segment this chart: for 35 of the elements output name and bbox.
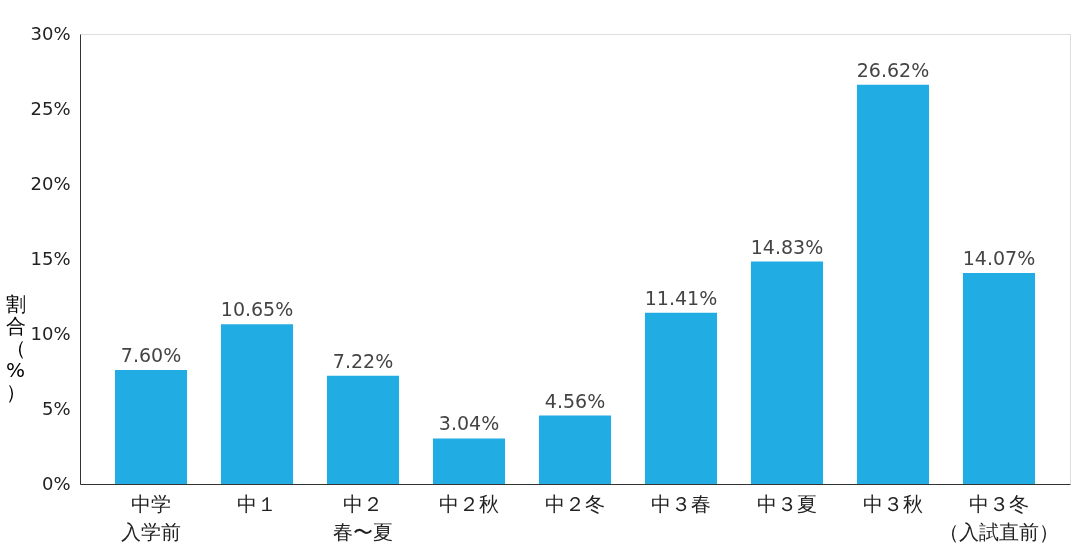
x-tick-label: 中１ bbox=[237, 491, 278, 516]
y-tick-label: 25% bbox=[30, 97, 71, 119]
x-tick-label: 中３春 bbox=[651, 491, 711, 516]
bar bbox=[114, 370, 188, 484]
x-tick-label: 中３冬（入試直前） bbox=[938, 491, 1059, 544]
data-label: 3.04% bbox=[438, 412, 500, 435]
bar bbox=[962, 272, 1036, 484]
x-tick-label: 中３夏 bbox=[756, 491, 817, 516]
x-tick-label: 中２秋 bbox=[439, 491, 499, 516]
y-tick-label: 15% bbox=[30, 247, 71, 269]
data-label: 10.65% bbox=[220, 298, 294, 321]
bar bbox=[856, 84, 930, 484]
data-label: 14.83% bbox=[750, 235, 824, 258]
bar bbox=[432, 438, 506, 484]
data-label: 26.62% bbox=[856, 58, 930, 81]
y-tick-label: 20% bbox=[30, 172, 71, 194]
y-tick-label: 0% bbox=[41, 472, 71, 494]
y-axis-title: 割合（%） bbox=[5, 291, 26, 404]
y-tick-label: 10% bbox=[30, 322, 71, 344]
x-tick-label: 中学入学前 bbox=[121, 491, 182, 544]
bar bbox=[220, 324, 294, 484]
bar bbox=[750, 261, 824, 484]
x-tick-label: 中３秋 bbox=[862, 491, 923, 516]
bar bbox=[644, 312, 718, 484]
bar bbox=[326, 375, 400, 484]
data-label: 7.22% bbox=[332, 349, 394, 372]
x-tick-label: 中２冬 bbox=[545, 491, 605, 516]
data-label: 11.41% bbox=[644, 286, 718, 309]
data-label: 7.60% bbox=[120, 344, 182, 366]
data-label: 14.07% bbox=[962, 246, 1036, 269]
x-tick-label: 中２春〜夏 bbox=[333, 491, 394, 544]
y-tick-label: 5% bbox=[41, 397, 71, 419]
bar bbox=[538, 415, 612, 484]
data-label: 4.56% bbox=[544, 389, 606, 412]
y-tick-label: 30% bbox=[30, 22, 71, 44]
